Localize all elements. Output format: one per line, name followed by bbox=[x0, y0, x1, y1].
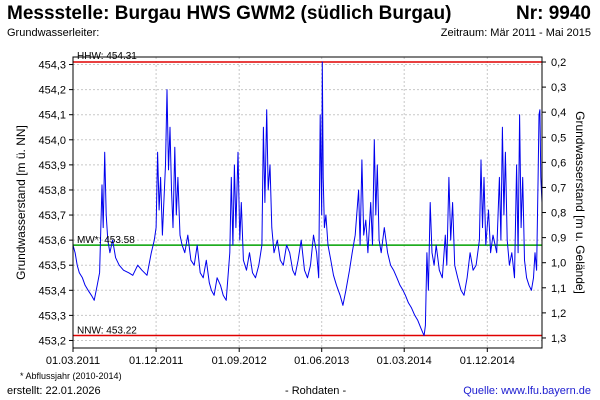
reference-label: NNW: 453.22 bbox=[77, 325, 137, 336]
y-right-tick-label: 1,0 bbox=[551, 258, 566, 270]
y-axis-right-title: Grundwasserstand [m u. Gelände] bbox=[573, 111, 587, 294]
y-tick-label: 453,2 bbox=[38, 335, 66, 347]
station-number: Nr: 9940 bbox=[516, 3, 591, 24]
created-date: erstellt: 22.01.2026 bbox=[7, 385, 101, 397]
y-tick-label: 454,0 bbox=[38, 135, 66, 147]
aquifer-label: Grundwasserleiter: bbox=[7, 27, 100, 39]
x-tick-label: 01.03.2011 bbox=[46, 355, 100, 367]
y-tick-label: 454,2 bbox=[38, 85, 66, 97]
y-right-tick-label: 0,4 bbox=[551, 107, 566, 119]
y-right-tick-label: 0,9 bbox=[551, 233, 566, 245]
reference-label: MW*: 453.58 bbox=[77, 235, 135, 246]
x-tick-label: 01.12.2011 bbox=[129, 355, 183, 367]
x-tick-label: 01.06.2013 bbox=[294, 355, 349, 367]
x-tick-label: 01.03.2014 bbox=[377, 355, 432, 367]
raw-data-note: - Rohdaten - bbox=[285, 385, 347, 397]
y-right-tick-label: 0,2 bbox=[551, 57, 566, 69]
y-axis-title: Grundwasserstand [m ü. NN] bbox=[14, 125, 28, 280]
source-link[interactable]: Quelle: www.lfu.bayern.de bbox=[463, 385, 591, 397]
groundwater-series-line bbox=[72, 61, 543, 336]
y-tick-label: 453,4 bbox=[38, 285, 66, 297]
y-right-tick-label: 0,3 bbox=[551, 82, 566, 94]
y-tick-label: 454,1 bbox=[38, 110, 66, 122]
y-right-tick-label: 0,7 bbox=[551, 182, 566, 194]
y-tick-label: 453,3 bbox=[38, 310, 66, 322]
footnote: * Abflussjahr (2010-2014) bbox=[20, 371, 122, 381]
plot-frame bbox=[72, 56, 543, 349]
y-right-tick-label: 0,6 bbox=[551, 157, 566, 169]
period-label: Zeitraum: Mär 2011 - Mai 2015 bbox=[440, 27, 591, 39]
y-right-tick-label: 0,8 bbox=[551, 208, 566, 220]
y-tick-label: 453,8 bbox=[38, 185, 66, 197]
y-right-tick-label: 1,2 bbox=[551, 308, 566, 320]
y-tick-label: 453,5 bbox=[38, 260, 66, 272]
y-right-tick-label: 1,1 bbox=[551, 283, 566, 295]
station-title: Messstelle: Burgau HWS GWM2 (südlich Bur… bbox=[7, 3, 452, 24]
y-tick-label: 454,3 bbox=[38, 60, 66, 72]
y-right-tick-label: 1,3 bbox=[551, 333, 566, 345]
y-tick-label: 453,7 bbox=[38, 210, 66, 222]
y-right-tick-label: 0,5 bbox=[551, 132, 566, 144]
x-tick-label: 01.12.2014 bbox=[460, 355, 515, 367]
y-tick-label: 453,9 bbox=[38, 160, 66, 172]
y-tick-label: 453,6 bbox=[38, 235, 66, 247]
x-tick-label: 01.09.2012 bbox=[212, 355, 267, 367]
